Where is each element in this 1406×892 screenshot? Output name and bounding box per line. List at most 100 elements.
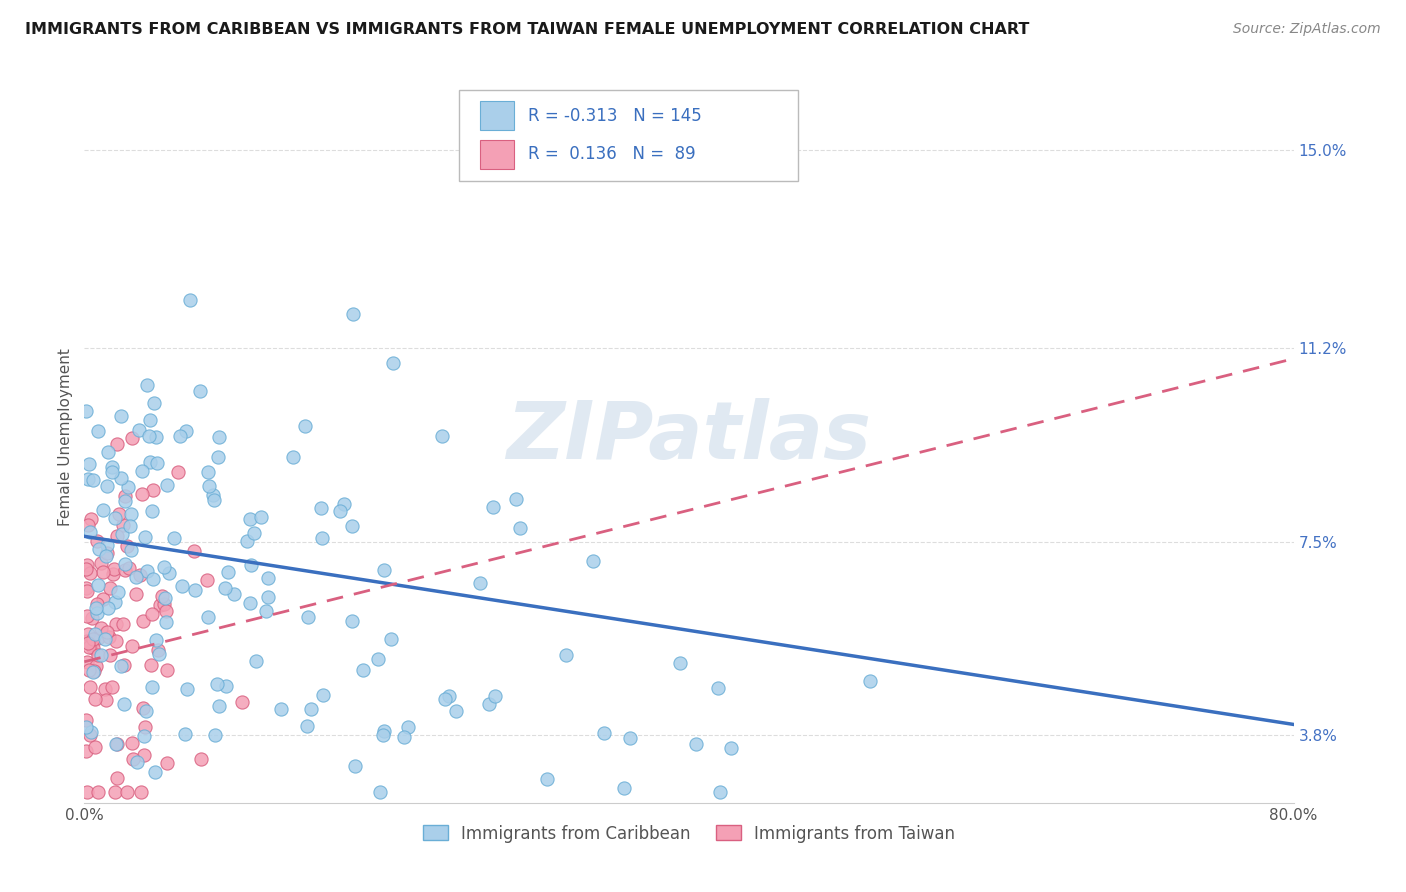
Point <box>309 500 332 515</box>
Point <box>94 632 117 647</box>
Point <box>114 494 136 508</box>
Point <box>208 430 231 444</box>
Point <box>114 558 136 572</box>
Point <box>202 493 225 508</box>
Point <box>96 624 118 639</box>
Point <box>86 785 108 799</box>
Point <box>184 582 207 597</box>
Point <box>222 587 245 601</box>
Point <box>396 720 419 734</box>
Point <box>446 704 468 718</box>
Point <box>254 604 277 618</box>
Point <box>149 598 172 612</box>
Point <box>110 658 132 673</box>
Point <box>96 444 118 458</box>
Point <box>207 450 229 464</box>
Point <box>382 356 405 370</box>
Point <box>75 582 97 596</box>
Point <box>112 697 135 711</box>
Point <box>90 621 112 635</box>
Point <box>142 483 165 497</box>
Point <box>153 560 176 574</box>
Point <box>86 597 108 611</box>
Point <box>592 726 614 740</box>
Point <box>373 563 395 577</box>
Point <box>80 511 103 525</box>
Point <box>103 562 125 576</box>
Point <box>101 566 124 581</box>
Point <box>239 596 262 610</box>
Point <box>685 737 707 751</box>
Point <box>204 728 226 742</box>
Point <box>82 632 104 646</box>
Point <box>104 617 127 632</box>
Point <box>118 561 141 575</box>
Point <box>179 293 201 307</box>
Point <box>96 546 118 560</box>
Point <box>105 529 128 543</box>
Point <box>156 663 179 677</box>
Point <box>79 566 101 580</box>
Point <box>115 785 138 799</box>
Point <box>150 589 173 603</box>
Point <box>121 431 143 445</box>
Point <box>121 543 143 558</box>
Point <box>333 497 356 511</box>
Point <box>75 744 97 758</box>
Point <box>343 758 366 772</box>
Text: IMMIGRANTS FROM CARIBBEAN VS IMMIGRANTS FROM TAIWAN FEMALE UNEMPLOYMENT CORRELAT: IMMIGRANTS FROM CARIBBEAN VS IMMIGRANTS … <box>25 22 1029 37</box>
Point <box>90 648 112 663</box>
Point <box>141 657 163 672</box>
Point <box>100 459 122 474</box>
Point <box>142 572 165 586</box>
Text: R = -0.313   N = 145: R = -0.313 N = 145 <box>529 107 702 125</box>
Point <box>340 614 363 628</box>
Point <box>77 457 100 471</box>
Point <box>139 413 162 427</box>
Point <box>141 680 163 694</box>
Point <box>141 503 163 517</box>
Point <box>132 700 155 714</box>
Point <box>83 691 105 706</box>
Point <box>75 720 97 734</box>
Point <box>82 611 104 625</box>
Point <box>245 654 267 668</box>
Point <box>101 680 124 694</box>
Point <box>236 534 259 549</box>
Point <box>373 723 395 738</box>
Point <box>87 578 110 592</box>
Point <box>75 562 97 576</box>
Point <box>117 480 139 494</box>
Point <box>114 563 136 577</box>
Point <box>505 491 527 506</box>
Point <box>294 418 316 433</box>
Point <box>114 489 136 503</box>
Point <box>176 682 198 697</box>
Point <box>118 518 141 533</box>
Point <box>115 539 138 553</box>
Point <box>145 430 167 444</box>
Point <box>76 626 98 640</box>
Point <box>107 585 129 599</box>
Point <box>93 592 115 607</box>
Point <box>111 518 134 533</box>
Point <box>104 785 127 799</box>
Point <box>198 479 221 493</box>
Point <box>134 529 156 543</box>
Point <box>79 680 101 694</box>
Point <box>96 538 118 552</box>
Point <box>197 610 219 624</box>
Point <box>478 697 501 711</box>
Point <box>82 665 104 680</box>
Point <box>125 587 148 601</box>
Point <box>509 521 531 535</box>
Point <box>373 728 395 742</box>
Point <box>342 307 364 321</box>
Point <box>105 737 128 751</box>
Point <box>77 472 100 486</box>
Legend: Immigrants from Caribbean, Immigrants from Taiwan: Immigrants from Caribbean, Immigrants fr… <box>416 818 962 849</box>
Point <box>195 574 218 588</box>
Point <box>77 663 100 677</box>
Point <box>470 576 492 591</box>
Point <box>134 720 156 734</box>
